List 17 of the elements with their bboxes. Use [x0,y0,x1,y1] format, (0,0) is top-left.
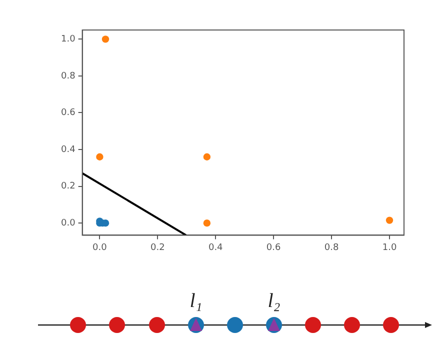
point [96,153,104,160]
x-tick-label: 0.0 [92,242,108,253]
y-tick-label: 0.6 [60,108,76,118]
point [203,219,211,227]
y-tick-label: 1.0 [60,34,76,45]
point [386,216,394,224]
x-tick-label: 0.6 [266,242,282,253]
x-tick-label: 0.2 [150,242,165,253]
x-tick-label: 1.0 [382,242,397,253]
y-tick-label: 0.8 [60,71,76,82]
x-tick-label: 0.4 [208,242,224,253]
y-tick-label: 0.0 [60,218,76,228]
x-tick-label: 0.8 [324,242,339,253]
y-tick-label: 0.2 [60,182,76,192]
point [203,153,211,160]
y-tick-label: 0.4 [60,144,76,155]
point [102,36,110,43]
